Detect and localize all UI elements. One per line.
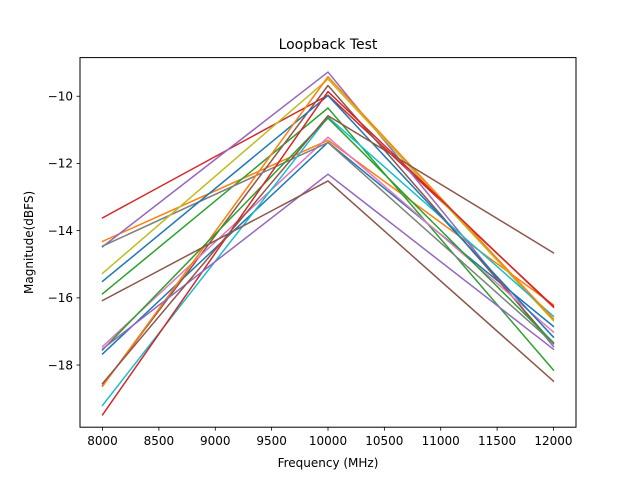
x-tick-label: 10000	[309, 434, 347, 448]
x-tick-label: 9000	[200, 434, 231, 448]
y-tick-label: −14	[48, 224, 73, 238]
x-tick-label: 11500	[478, 434, 516, 448]
chart-title: Loopback Test	[279, 37, 378, 53]
x-axis-label: Frequency (MHz)	[278, 456, 379, 470]
series-line-17	[101, 114, 555, 385]
x-tick-label: 11000	[422, 434, 460, 448]
x-axis-ticks: 8000 8500 9000 9500 10000 10500 11000 11500 1200…	[87, 427, 573, 448]
y-axis-ticks: −18 −16 −14 −12 −10	[48, 90, 80, 372]
series-line-16	[101, 180, 555, 383]
x-tick-label: 8500	[144, 434, 175, 448]
series-line-12	[101, 76, 555, 388]
y-tick-label: −10	[48, 90, 73, 104]
x-tick-label: 12000	[534, 434, 572, 448]
series-line-9	[101, 78, 555, 322]
series-line-15	[101, 173, 555, 351]
y-tick-label: −16	[48, 291, 73, 305]
series-layer	[101, 71, 555, 416]
series-line-6	[101, 84, 555, 387]
series-line-5	[101, 71, 555, 348]
y-tick-label: −12	[48, 157, 73, 171]
series-line-3	[101, 107, 555, 372]
series-line-14	[101, 90, 555, 416]
series-line-10	[101, 116, 555, 407]
y-tick-label: −18	[48, 358, 73, 372]
series-line-11	[101, 94, 555, 339]
x-tick-label: 10500	[365, 434, 403, 448]
y-axis-label: Magnitude(dBFS)	[22, 191, 36, 294]
x-tick-label: 9500	[256, 434, 287, 448]
series-line-8	[101, 141, 555, 345]
x-tick-label: 8000	[87, 434, 118, 448]
series-line-13	[101, 117, 555, 351]
